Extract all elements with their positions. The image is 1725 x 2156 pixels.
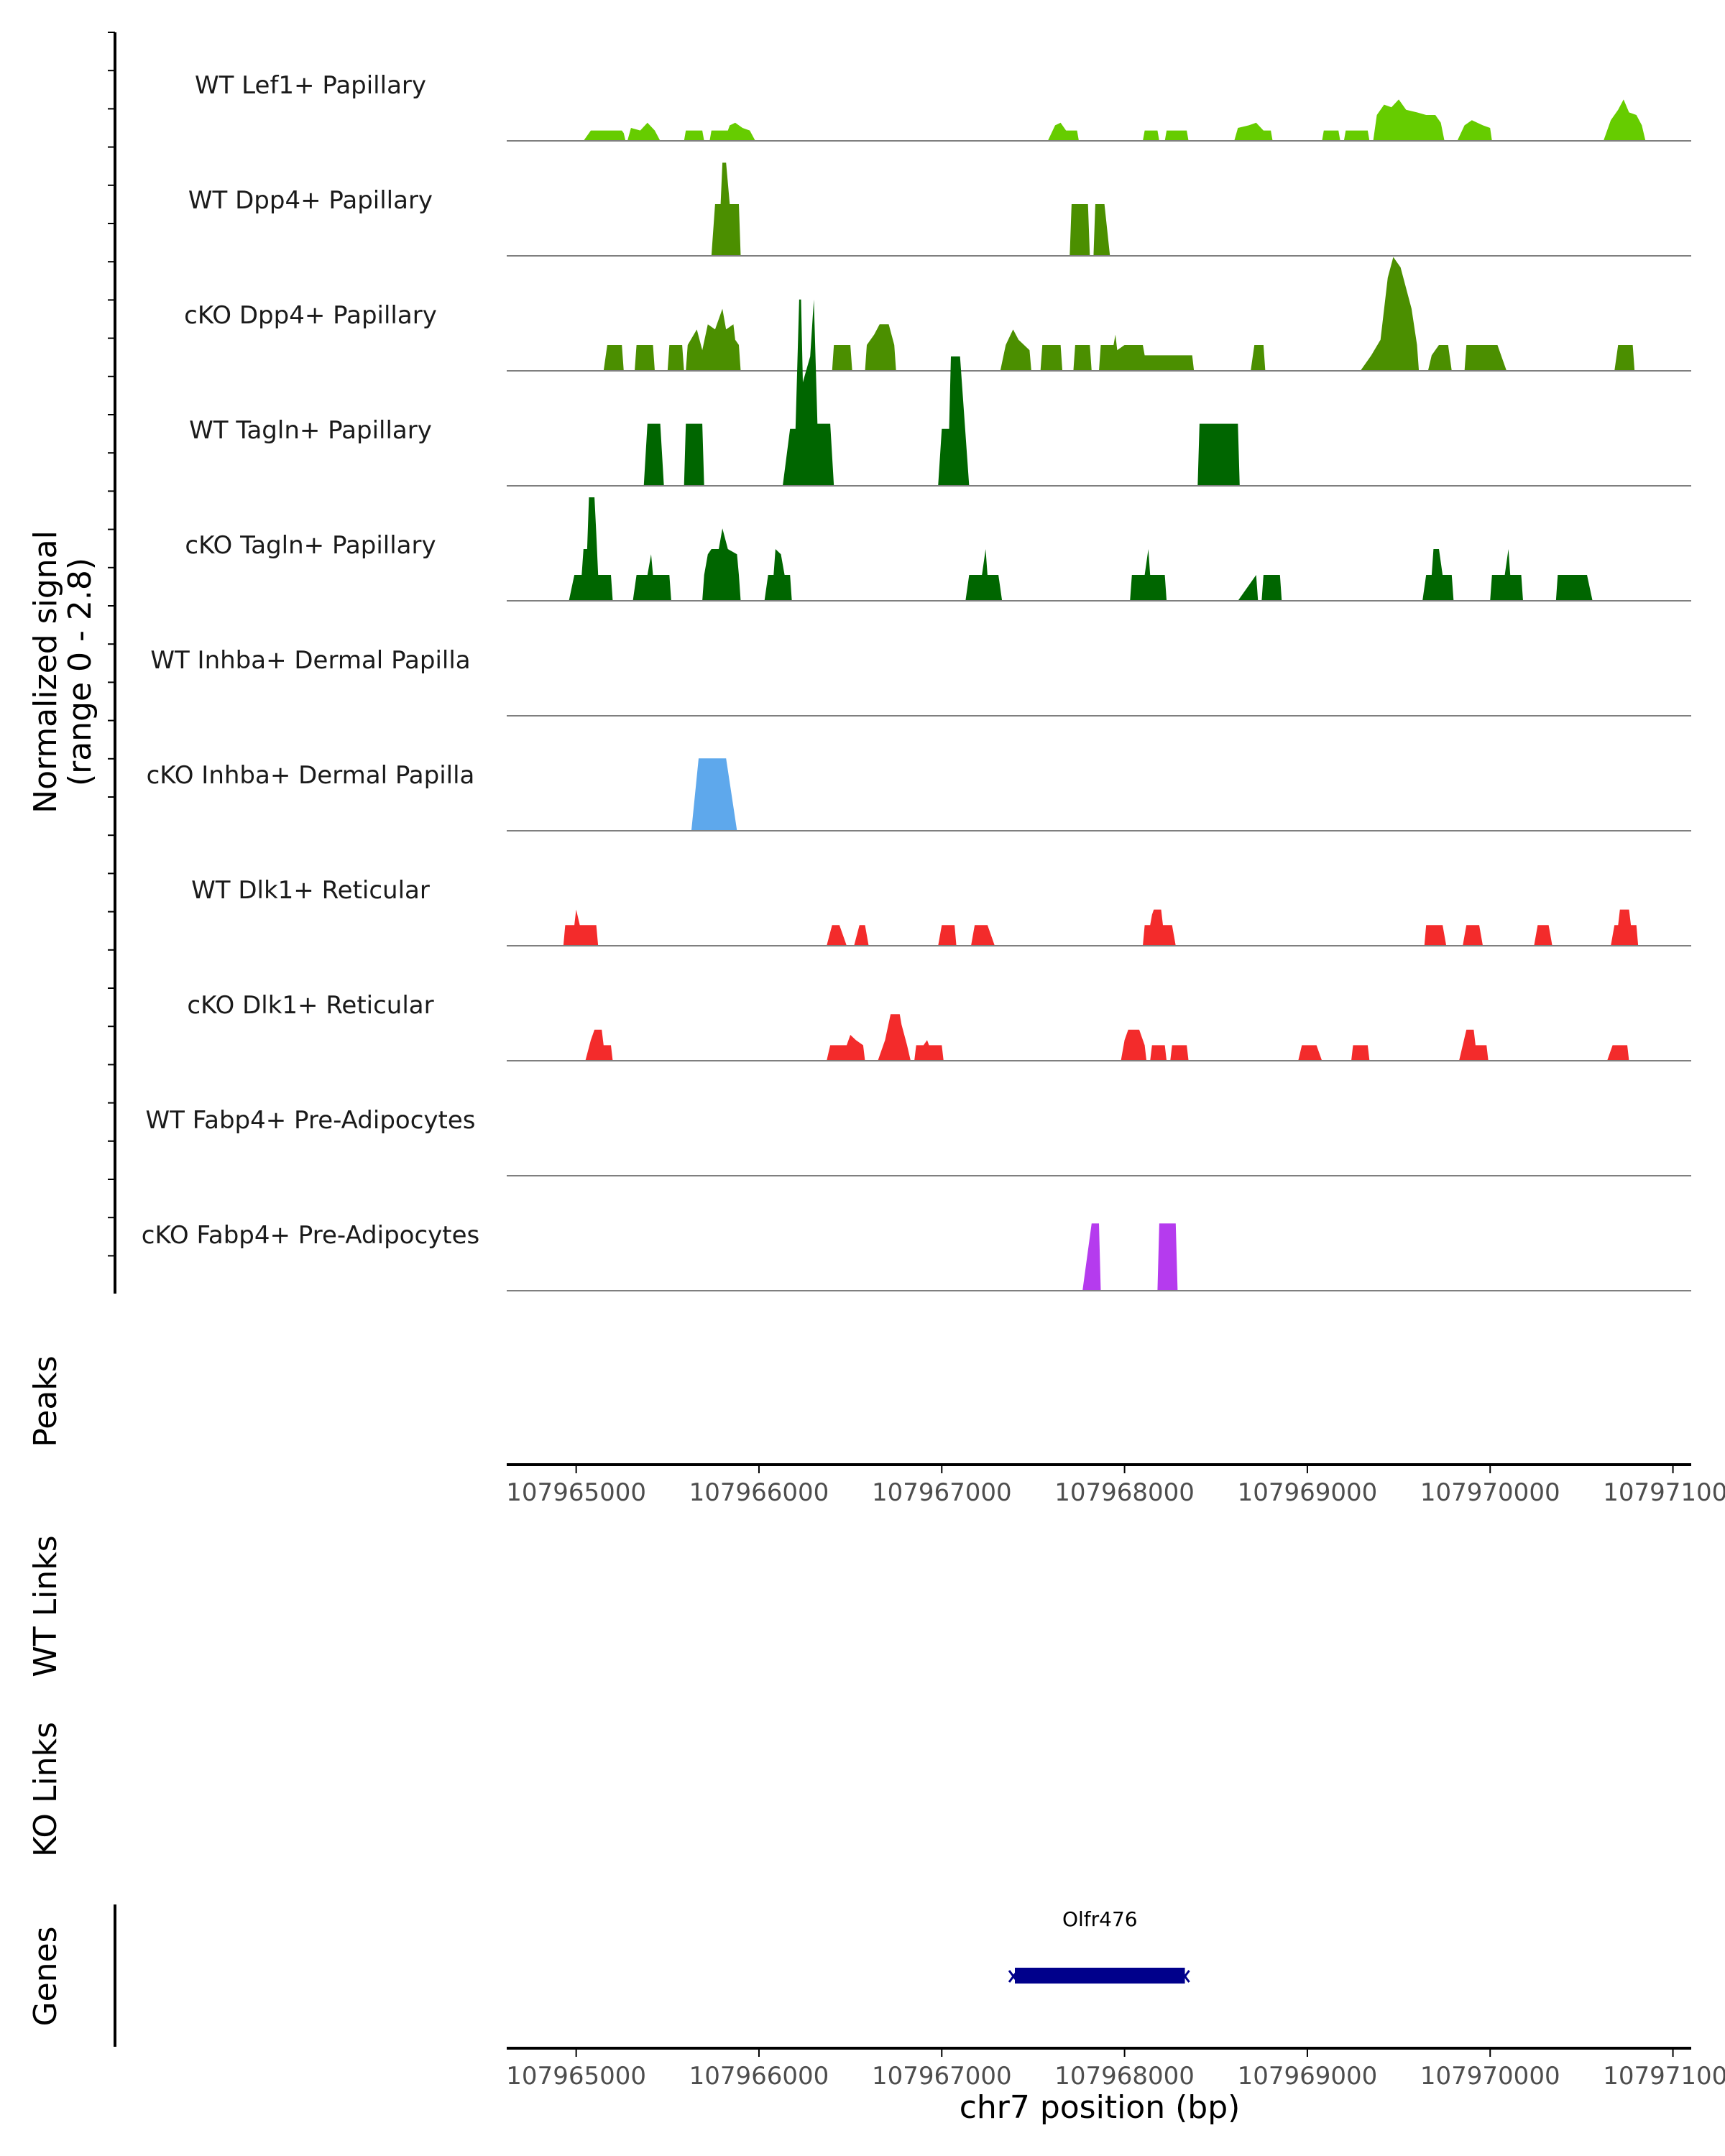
track-coverage-area	[691, 758, 737, 831]
x-tick-label: 107966000	[689, 1478, 829, 1507]
track-wt-dlk1-reticular: WT Dlk1+ Reticular	[191, 876, 1691, 946]
track-coverage-area	[643, 299, 1240, 486]
track-wt-lef1-papillary: WT Lef1+ Papillary	[195, 71, 1691, 142]
peaks-x-axis: 107965000 107966000 107967000 107968000 1079…	[506, 1463, 1725, 1507]
ko-links-panel-label: KO Links	[27, 1722, 64, 1857]
track-coverage-area	[603, 257, 1635, 371]
track-cko-inhba-dermal-papilla: cKO Inhba+ Dermal Papilla	[147, 758, 1691, 831]
gene-label: Olfr476	[1062, 1907, 1138, 1931]
genes-x-axis: 107965000 107966000 107967000 107968000 1079…	[506, 2047, 1725, 2091]
track-label: WT Lef1+ Papillary	[195, 71, 426, 100]
track-coverage-area	[1082, 1223, 1178, 1291]
track-coverage-area	[569, 497, 1593, 601]
x-tick-label: 107965000	[506, 2062, 646, 2091]
x-axis-title: chr7 position (bp)	[960, 2089, 1241, 2126]
gene-strand-marker	[1179, 1970, 1190, 1983]
track-cko-dpp4-papillary: cKO Dpp4+ Papillary	[184, 257, 1691, 372]
track-cko-dlk1-reticular: cKO Dlk1+ Reticular	[187, 991, 1691, 1061]
track-label: cKO Dlk1+ Reticular	[187, 991, 433, 1020]
track-cko-fabp4-pre-adipocytes: cKO Fabp4+ Pre-Adipocytes	[142, 1221, 1691, 1291]
track-label: WT Dlk1+ Reticular	[191, 876, 430, 905]
track-coverage-area	[563, 909, 1639, 946]
track-coverage-area	[711, 162, 1110, 256]
x-tick-label: 107966000	[689, 2062, 829, 2091]
track-label: cKO Tagln+ Papillary	[185, 531, 436, 560]
track-wt-inhba-dermal-papilla: WT Inhba+ Dermal Papilla	[150, 646, 1691, 717]
x-tick-label: 107971000	[1603, 2062, 1725, 2091]
track-label: WT Fabp4+ Pre-Adipocytes	[146, 1106, 476, 1135]
track-label: cKO Fabp4+ Pre-Adipocytes	[142, 1221, 480, 1250]
y-axis-title-line2: (range 0 - 2.8)	[62, 558, 98, 786]
track-cko-tagln-papillary: cKO Tagln+ Papillary	[185, 497, 1691, 602]
x-tick-label: 107967000	[872, 1478, 1012, 1507]
x-tick-label: 107968000	[1054, 1478, 1195, 1507]
wt-links-panel-label: WT Links	[27, 1535, 64, 1677]
track-label: WT Tagln+ Papillary	[189, 416, 432, 445]
track-coverage-area	[583, 99, 1646, 141]
gene-body	[1015, 1968, 1185, 1984]
x-tick-label: 107968000	[1054, 2062, 1195, 2091]
x-tick-label: 107969000	[1238, 2062, 1378, 2091]
track-label: cKO Dpp4+ Papillary	[184, 301, 437, 330]
x-tick-label: 107969000	[1238, 1478, 1378, 1507]
peaks-panel-label: Peaks	[27, 1355, 64, 1447]
genes-panel-label: Genes	[27, 1926, 64, 2026]
x-tick-label: 107970000	[1420, 1478, 1560, 1507]
x-tick-label: 107967000	[872, 2062, 1012, 2091]
gene-olfr476: Olfr476	[1008, 1907, 1190, 1984]
track-label: WT Inhba+ Dermal Papilla	[150, 646, 470, 675]
y-axis-title-line1: Normalized signal	[27, 530, 64, 814]
x-tick-label: 107965000	[506, 1478, 646, 1507]
x-tick-label: 107971000	[1603, 1478, 1725, 1507]
gene-strand-marker	[1008, 1970, 1019, 1983]
x-tick-label: 107970000	[1420, 2062, 1560, 2091]
track-wt-tagln-papillary: WT Tagln+ Papillary	[189, 299, 1691, 487]
track-coverage-area	[585, 1014, 1629, 1061]
signal-y-axis	[108, 32, 116, 1294]
gene-track: Olfr476	[114, 1904, 1190, 2047]
track-label: WT Dpp4+ Papillary	[188, 186, 433, 215]
track-wt-fabp4-pre-adipocytes: WT Fabp4+ Pre-Adipocytes	[146, 1106, 1691, 1176]
coverage-tracks: WT Lef1+ Papillary WT Dpp4+ Papillary cKO …	[142, 71, 1691, 1291]
track-label: cKO Inhba+ Dermal Papilla	[147, 761, 475, 790]
panel-labels: Normalized signal (range 0 - 2.8) Peaks …	[27, 530, 98, 2026]
track-wt-dpp4-papillary: WT Dpp4+ Papillary	[188, 162, 1691, 257]
